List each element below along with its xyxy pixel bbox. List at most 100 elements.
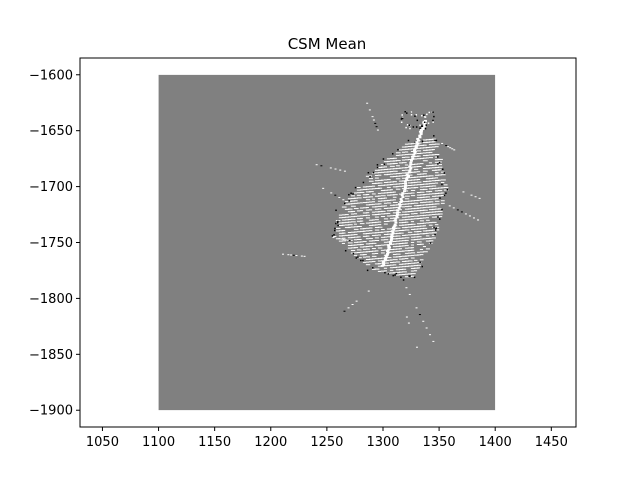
heatmap-cell <box>399 198 403 201</box>
heatmap-cell <box>347 237 353 239</box>
heatmap-cell <box>431 195 436 197</box>
heatmap-cell <box>343 310 346 312</box>
heatmap-cell <box>408 169 412 172</box>
heatmap-cell <box>411 155 415 158</box>
heatmap-cell <box>404 208 410 210</box>
heatmap-cell <box>383 181 388 183</box>
heatmap-cell <box>410 213 415 215</box>
heatmap-cell <box>401 211 407 213</box>
heatmap-cell <box>390 237 394 240</box>
heatmap-cell <box>382 158 385 160</box>
heatmap-cell <box>398 232 404 234</box>
heatmap-cell <box>419 243 424 245</box>
heatmap-cell <box>395 217 400 219</box>
heatmap-cell <box>386 158 390 160</box>
heatmap-cell <box>365 222 370 224</box>
heatmap-cell <box>359 223 365 225</box>
heatmap-cell <box>407 177 412 179</box>
heatmap-cell <box>401 266 406 268</box>
heatmap-cell <box>389 176 394 178</box>
heatmap-cell <box>448 205 451 207</box>
heatmap-cell <box>386 160 391 162</box>
heatmap-cell <box>350 218 356 220</box>
heatmap-cell <box>428 162 433 164</box>
heatmap-cell <box>372 171 375 174</box>
heatmap-cell <box>425 185 430 187</box>
heatmap-cell <box>434 226 440 228</box>
heatmap-cell <box>428 214 432 216</box>
heatmap-cell <box>356 194 361 196</box>
heatmap-cell <box>338 222 344 224</box>
heatmap-cell <box>371 224 377 226</box>
heatmap-cell <box>404 148 409 150</box>
heatmap-cell <box>416 184 422 186</box>
heatmap-cell <box>389 267 394 269</box>
heatmap-cell <box>365 212 370 214</box>
heatmap-cell <box>419 225 425 227</box>
heatmap-cell <box>347 242 353 244</box>
heatmap-cell <box>392 186 398 188</box>
heatmap-cell <box>410 179 416 181</box>
heatmap-cell <box>434 139 436 142</box>
heatmap-cell <box>425 219 430 221</box>
heatmap-cell <box>416 137 420 140</box>
heatmap-cell <box>407 216 412 218</box>
heatmap-cell <box>413 267 419 269</box>
heatmap-cell <box>337 222 339 224</box>
heatmap-cell <box>416 199 422 201</box>
heatmap-cell <box>377 211 383 213</box>
heatmap-cell <box>386 179 391 181</box>
heatmap-cell <box>383 220 389 222</box>
heatmap-cell <box>395 186 400 188</box>
heatmap-cell <box>416 225 422 227</box>
heatmap-cell <box>401 263 406 265</box>
heatmap-cell <box>383 166 388 168</box>
heatmap-cell <box>392 272 396 274</box>
heatmap-cell <box>337 220 339 223</box>
heatmap-cell <box>401 219 407 221</box>
heatmap-cell <box>419 124 421 127</box>
heatmap-cell <box>419 186 424 188</box>
heatmap-cell <box>338 225 344 227</box>
heatmap-cell <box>426 113 428 116</box>
heatmap-cell <box>413 270 418 272</box>
heatmap-cell <box>422 173 427 175</box>
heatmap-cell <box>419 157 424 159</box>
heatmap-cell <box>397 148 399 151</box>
heatmap-cell <box>422 227 428 229</box>
heatmap-cell <box>464 213 467 215</box>
heatmap-cell <box>365 238 369 240</box>
heatmap-cell <box>362 207 368 209</box>
heatmap-cell <box>365 199 371 201</box>
heatmap-cell <box>398 248 403 250</box>
heatmap-cell <box>413 276 416 279</box>
heatmap-cell <box>413 202 419 204</box>
heatmap-cell <box>376 166 379 169</box>
heatmap-cell <box>431 234 436 236</box>
heatmap-cell <box>339 169 342 171</box>
heatmap-cell <box>368 261 373 263</box>
heatmap-cell <box>410 215 414 217</box>
heatmap-cell <box>392 196 397 198</box>
heatmap-cell <box>410 210 415 212</box>
heatmap-cell <box>383 223 388 225</box>
heatmap-cell <box>398 167 403 169</box>
heatmap-cell <box>380 239 385 241</box>
heatmap-cell <box>374 239 380 241</box>
heatmap-cell <box>401 237 406 239</box>
heatmap-cell <box>368 209 373 211</box>
heatmap-cell <box>356 249 362 251</box>
heatmap-cell <box>374 232 379 234</box>
heatmap-cell <box>374 203 380 205</box>
heatmap-cell <box>404 216 410 218</box>
heatmap-cell <box>356 226 362 227</box>
heatmap-cell <box>388 240 392 243</box>
heatmap-cell <box>398 185 404 187</box>
heatmap-cell <box>377 265 382 267</box>
heatmap-cell <box>431 167 437 169</box>
heatmap-cell <box>398 274 403 276</box>
heatmap-cell <box>347 198 352 200</box>
heatmap-cell <box>432 340 435 342</box>
heatmap-cell <box>413 184 418 186</box>
heatmap-cell <box>371 250 377 252</box>
